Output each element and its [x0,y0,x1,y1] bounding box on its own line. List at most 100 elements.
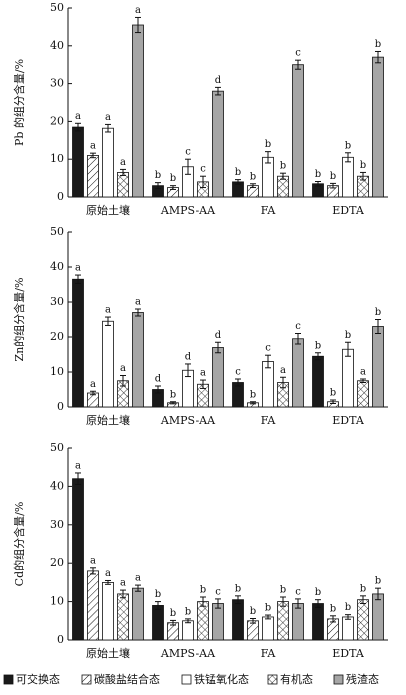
significance-letter: b [235,583,241,594]
significance-letter: b [250,389,256,400]
significance-letter: b [330,388,336,399]
error-bar [155,182,161,190]
error-bar [105,316,111,326]
bar [132,312,144,408]
error-bar [280,376,286,389]
y-tick-label: 10 [50,365,64,378]
y-tick-label: 20 [50,114,64,127]
bar [72,478,84,641]
x-tick-label: EDTA [332,414,365,427]
error-bar [235,179,241,185]
x-tick-label: FA [261,414,277,427]
legend-swatch [3,674,14,685]
significance-letter: b [315,169,321,180]
significance-letter: b [345,330,351,341]
significance-letter: a [90,141,96,152]
error-bar [315,352,321,361]
bar [372,593,384,641]
bar [117,593,129,641]
error-bar [360,378,366,383]
bar [152,605,164,641]
x-tick-label: FA [261,204,277,217]
significance-letter: a [105,568,111,579]
error-bar [120,168,126,176]
error-bar [375,50,381,64]
bar [102,320,114,408]
x-tick-label: EDTA [332,647,365,660]
error-bar [170,401,176,405]
significance-letter: a [75,263,81,274]
bar [102,127,114,198]
significance-letter: b [200,584,206,595]
bar [117,172,129,198]
error-bar [200,596,206,607]
error-bar [215,341,221,354]
error-bar [120,589,126,599]
y-tick-label: 10 [50,152,64,165]
y-axis-label: Pb 的组分含量/% [12,59,26,146]
bar [372,326,384,408]
significance-letter: a [135,573,141,584]
significance-letter: b [280,161,286,172]
error-bar [90,152,96,159]
error-bar [360,595,366,605]
significance-letter: b [170,173,176,184]
significance-letter: a [105,305,111,316]
legend-label: 有机态 [280,672,313,686]
error-bar [250,183,256,189]
significance-letter: d [155,374,162,385]
bar [182,620,194,641]
error-bar [105,579,111,585]
significance-letter: a [120,363,126,374]
significance-letter: c [265,343,271,354]
error-bar [250,401,256,405]
significance-letter: b [360,583,366,594]
bar [212,347,224,408]
significance-letter: b [250,606,256,617]
error-bar [120,375,126,387]
significance-letter: a [90,555,96,566]
error-bar [155,601,161,610]
significance-letter: c [215,586,221,597]
legend-label: 可交换态 [16,672,60,686]
y-tick-label: 0 [57,400,64,413]
legend-label: 铁锰氧化态 [194,672,249,686]
bar [87,570,99,641]
error-bar [75,472,81,485]
significance-letter: b [235,167,241,178]
significance-letter: b [185,606,191,617]
error-bar [235,595,241,605]
bar [197,601,209,641]
error-bar [215,598,221,609]
significance-letter: c [295,321,301,332]
error-bar [330,182,336,189]
significance-letter: d [185,351,192,362]
significance-letter: b [265,603,271,614]
bar [262,361,274,408]
error-bar [215,86,221,96]
significance-letter: a [200,368,206,379]
significance-letter: a [135,297,141,308]
error-bar [75,274,81,284]
significance-letter: b [170,608,176,619]
significance-letter: a [90,379,96,390]
x-tick-label: 原始土壤 [86,646,130,660]
significance-letter: b [265,139,271,150]
significance-letter: b [170,389,176,400]
y-tick-label: 30 [50,77,64,90]
error-bar [360,171,366,181]
significance-letter: b [330,603,336,614]
legend-swatch [81,674,92,685]
error-bar [345,614,351,620]
significance-letter: a [120,578,126,589]
significance-letter: b [280,584,286,595]
error-bar [135,16,141,34]
y-tick-label: 50 [50,225,64,238]
significance-letter: b [315,587,321,598]
error-bar [170,185,176,190]
error-bar [345,152,351,163]
significance-letter: a [135,5,141,16]
bar [292,603,304,641]
y-tick-label: 20 [50,556,64,569]
y-tick-label: 50 [50,441,64,454]
